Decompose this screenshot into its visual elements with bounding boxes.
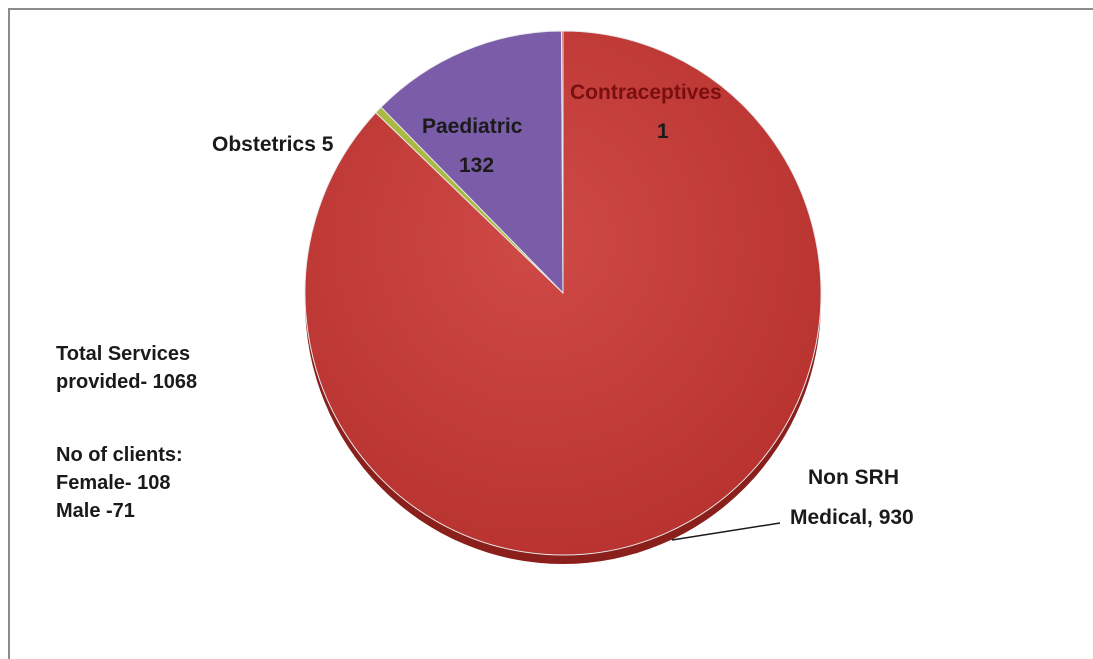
label-obstetrics: Obstetrics 5 — [212, 133, 334, 156]
label-non-srh-line2: Medical, 930 — [790, 506, 914, 529]
pie-slice-contraceptives — [560, 30, 564, 294]
chart-frame — [8, 8, 1093, 659]
total-services-note: Total Services provided- 1068 — [56, 340, 197, 396]
total-line1: Total Services — [56, 343, 191, 365]
clients-line1: No of clients: — [56, 444, 183, 466]
label-contraceptives-line2: 1 — [657, 120, 669, 143]
clients-line3: Male -71 — [56, 500, 135, 522]
label-paediatric-line1: Paediatric — [422, 115, 523, 138]
label-contraceptives-line1: Contraceptives — [570, 81, 722, 104]
clients-line2: Female- 108 — [56, 472, 171, 494]
leader-line — [671, 522, 781, 541]
label-non-srh-line1: Non SRH — [808, 466, 899, 489]
pie-slice-paediatric — [380, 30, 564, 295]
label-paediatric-line2: 132 — [459, 154, 494, 177]
clients-note: No of clients: Female- 108 Male -71 — [56, 441, 183, 525]
pie-slice-non-srh-medical — [304, 30, 822, 556]
pie-slices — [304, 30, 822, 556]
total-line2: provided- 1068 — [56, 371, 198, 393]
